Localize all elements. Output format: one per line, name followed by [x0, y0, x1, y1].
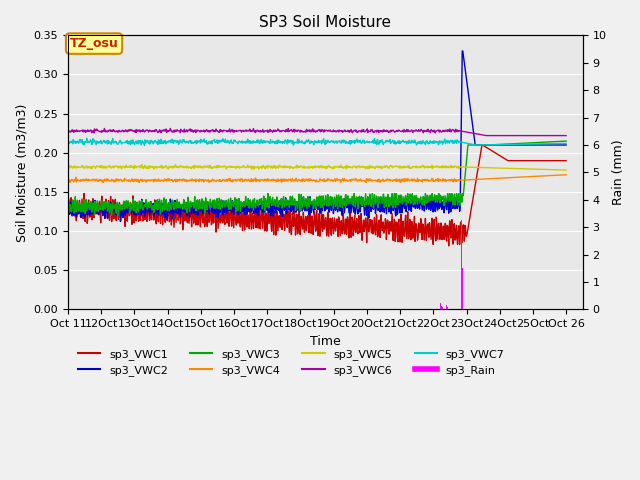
sp3_VWC6	[271, 127, 279, 133]
sp3_VWC3	[115, 213, 122, 218]
Bar	[442, 307, 443, 310]
Bar	[440, 302, 441, 310]
Line: sp3_VWC3: sp3_VWC3	[68, 141, 566, 216]
sp3_VWC1	[358, 220, 365, 226]
Bar	[462, 268, 463, 310]
sp3_VWC7	[64, 139, 72, 144]
Bar	[462, 296, 463, 310]
Text: TZ_osu: TZ_osu	[70, 37, 118, 50]
sp3_VWC5	[64, 165, 72, 170]
Legend: sp3_VWC1, sp3_VWC2, sp3_VWC3, sp3_VWC4, sp3_VWC5, sp3_VWC6, sp3_VWC7, sp3_Rain: sp3_VWC1, sp3_VWC2, sp3_VWC3, sp3_VWC4, …	[74, 345, 509, 381]
sp3_VWC7	[88, 139, 96, 145]
Y-axis label: Soil Moisture (m3/m3): Soil Moisture (m3/m3)	[15, 103, 28, 241]
sp3_VWC4	[563, 172, 570, 178]
Bar	[443, 309, 444, 310]
sp3_VWC6	[64, 128, 72, 133]
Line: sp3_VWC7: sp3_VWC7	[68, 138, 566, 145]
sp3_VWC7	[546, 141, 554, 146]
sp3_VWC5	[138, 162, 146, 168]
sp3_VWC4	[546, 173, 554, 179]
sp3_VWC6	[563, 132, 570, 138]
Title: SP3 Soil Moisture: SP3 Soil Moisture	[259, 15, 392, 30]
sp3_VWC7	[141, 143, 148, 148]
sp3_VWC2	[458, 48, 466, 54]
sp3_VWC3	[358, 203, 366, 208]
Line: sp3_VWC1: sp3_VWC1	[68, 145, 566, 246]
sp3_VWC1	[546, 158, 554, 164]
sp3_VWC2	[538, 142, 546, 148]
sp3_VWC7	[83, 135, 91, 141]
sp3_VWC2	[563, 142, 570, 148]
sp3_VWC3	[157, 202, 165, 208]
X-axis label: Time: Time	[310, 335, 340, 348]
sp3_VWC6	[88, 130, 96, 135]
sp3_VWC3	[271, 203, 279, 209]
sp3_VWC4	[358, 178, 366, 183]
sp3_VWC2	[88, 211, 96, 216]
Bar	[440, 304, 442, 310]
sp3_VWC1	[64, 203, 72, 209]
sp3_VWC7	[358, 138, 366, 144]
sp3_VWC2	[116, 218, 124, 224]
sp3_VWC1	[478, 142, 486, 148]
sp3_VWC5	[538, 167, 545, 172]
sp3_VWC1	[538, 158, 546, 164]
sp3_VWC2	[271, 205, 279, 211]
sp3_VWC6	[358, 127, 366, 132]
sp3_VWC6	[546, 132, 554, 138]
sp3_VWC4	[538, 173, 545, 179]
sp3_VWC4	[271, 177, 279, 183]
sp3_VWC1	[88, 217, 96, 223]
sp3_VWC4	[99, 180, 107, 185]
sp3_VWC1	[271, 209, 278, 215]
sp3_VWC2	[157, 206, 165, 212]
sp3_VWC3	[563, 138, 570, 144]
sp3_VWC6	[482, 132, 490, 138]
sp3_VWC4	[64, 179, 72, 185]
sp3_VWC5	[271, 164, 279, 170]
sp3_VWC2	[546, 142, 554, 148]
sp3_VWC5	[88, 166, 96, 171]
sp3_VWC2	[358, 204, 366, 209]
Y-axis label: Rain (mm): Rain (mm)	[612, 140, 625, 205]
sp3_VWC7	[563, 141, 570, 146]
Bar	[443, 308, 444, 310]
sp3_VWC1	[445, 243, 452, 249]
Bar	[445, 306, 447, 310]
sp3_VWC6	[166, 126, 174, 132]
Bar	[446, 304, 447, 310]
sp3_VWC3	[88, 209, 96, 215]
sp3_VWC2	[64, 206, 72, 212]
sp3_VWC5	[563, 167, 570, 173]
Line: sp3_VWC2: sp3_VWC2	[68, 51, 566, 221]
sp3_VWC7	[157, 141, 165, 146]
sp3_VWC7	[538, 141, 546, 147]
sp3_VWC5	[157, 164, 165, 170]
Bar	[447, 308, 448, 310]
sp3_VWC4	[88, 178, 96, 183]
sp3_VWC1	[157, 221, 164, 227]
Line: sp3_VWC6: sp3_VWC6	[68, 129, 566, 135]
Bar	[441, 306, 442, 310]
sp3_VWC4	[157, 178, 165, 183]
Bar	[461, 219, 462, 310]
sp3_VWC6	[157, 128, 164, 133]
sp3_VWC1	[563, 158, 570, 164]
sp3_VWC7	[272, 139, 280, 144]
sp3_VWC5	[546, 167, 554, 172]
sp3_VWC3	[64, 209, 72, 215]
sp3_VWC6	[538, 132, 546, 138]
sp3_VWC5	[358, 164, 366, 170]
Line: sp3_VWC4: sp3_VWC4	[68, 175, 566, 182]
sp3_VWC3	[546, 139, 554, 145]
sp3_VWC3	[538, 139, 545, 145]
Line: sp3_VWC5: sp3_VWC5	[68, 165, 566, 170]
